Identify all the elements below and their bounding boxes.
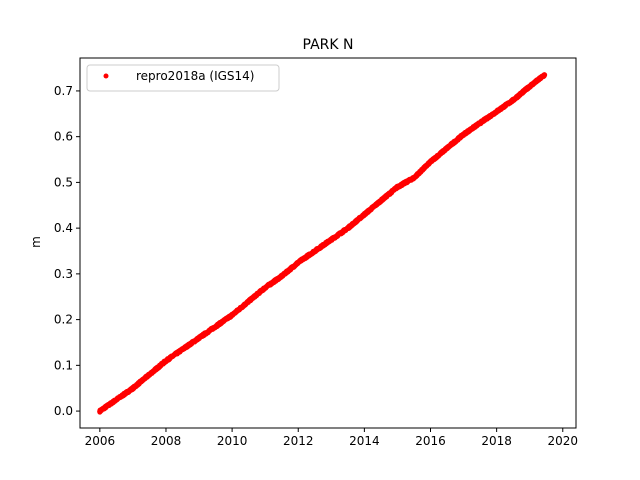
x-tick-label: 2020 bbox=[547, 434, 578, 448]
data-point bbox=[146, 371, 153, 378]
x-tick-label: 2012 bbox=[283, 434, 314, 448]
data-point bbox=[295, 259, 301, 266]
legend-marker bbox=[103, 73, 109, 79]
chart-title: PARK N bbox=[303, 37, 354, 53]
y-tick-label: 0.5 bbox=[54, 175, 73, 189]
data-point bbox=[97, 408, 103, 414]
data-point bbox=[113, 397, 119, 403]
legend-box bbox=[86, 64, 280, 92]
data-point bbox=[477, 120, 483, 126]
x-tick-label: 2018 bbox=[481, 434, 512, 448]
y-axis-label: m bbox=[29, 236, 43, 248]
y-tick-label: 0.2 bbox=[54, 313, 73, 327]
y-tick-label: 0.3 bbox=[54, 267, 73, 281]
x-axis: 2006 2008 2010 2012 2014 2016 2018 2020 bbox=[85, 428, 578, 448]
data-point bbox=[460, 131, 467, 137]
scatter-points bbox=[97, 72, 548, 415]
x-tick-label: 2010 bbox=[217, 434, 248, 448]
data-point bbox=[196, 335, 202, 341]
y-tick-label: 0.7 bbox=[54, 84, 73, 98]
legend: repro2018a (IGS14) bbox=[86, 64, 280, 92]
data-point bbox=[212, 323, 219, 330]
data-point bbox=[179, 346, 186, 352]
y-tick-label: 0.4 bbox=[54, 221, 73, 235]
data-point bbox=[494, 108, 500, 115]
plot-frame bbox=[79, 57, 577, 429]
data-point bbox=[246, 298, 252, 304]
y-axis: 0.0 0.1 0.2 0.3 0.4 0.5 0.6 0.7 bbox=[54, 84, 80, 418]
data-point bbox=[229, 312, 235, 318]
data-point bbox=[427, 159, 434, 165]
data-point bbox=[345, 225, 351, 231]
data-point bbox=[312, 248, 318, 254]
data-point bbox=[394, 184, 401, 190]
y-tick-label: 0.0 bbox=[54, 404, 73, 418]
y-tick-label: 0.1 bbox=[54, 358, 73, 372]
data-point bbox=[328, 236, 334, 243]
data-point bbox=[378, 198, 384, 204]
data-point bbox=[527, 83, 533, 89]
legend-label: repro2018a (IGS14) bbox=[136, 69, 254, 83]
data-point bbox=[163, 358, 169, 364]
data-point bbox=[444, 145, 450, 151]
y-tick-label: 0.6 bbox=[54, 130, 73, 144]
data-point bbox=[262, 284, 268, 291]
data-point bbox=[510, 97, 516, 103]
x-tick-label: 2014 bbox=[349, 434, 380, 448]
data-point bbox=[130, 385, 136, 391]
data-point bbox=[361, 211, 367, 218]
data-point bbox=[279, 273, 285, 279]
data-point bbox=[541, 72, 548, 78]
data-point bbox=[411, 175, 417, 181]
x-tick-label: 2006 bbox=[85, 434, 116, 448]
x-tick-label: 2008 bbox=[151, 434, 182, 448]
x-tick-label: 2016 bbox=[415, 434, 446, 448]
